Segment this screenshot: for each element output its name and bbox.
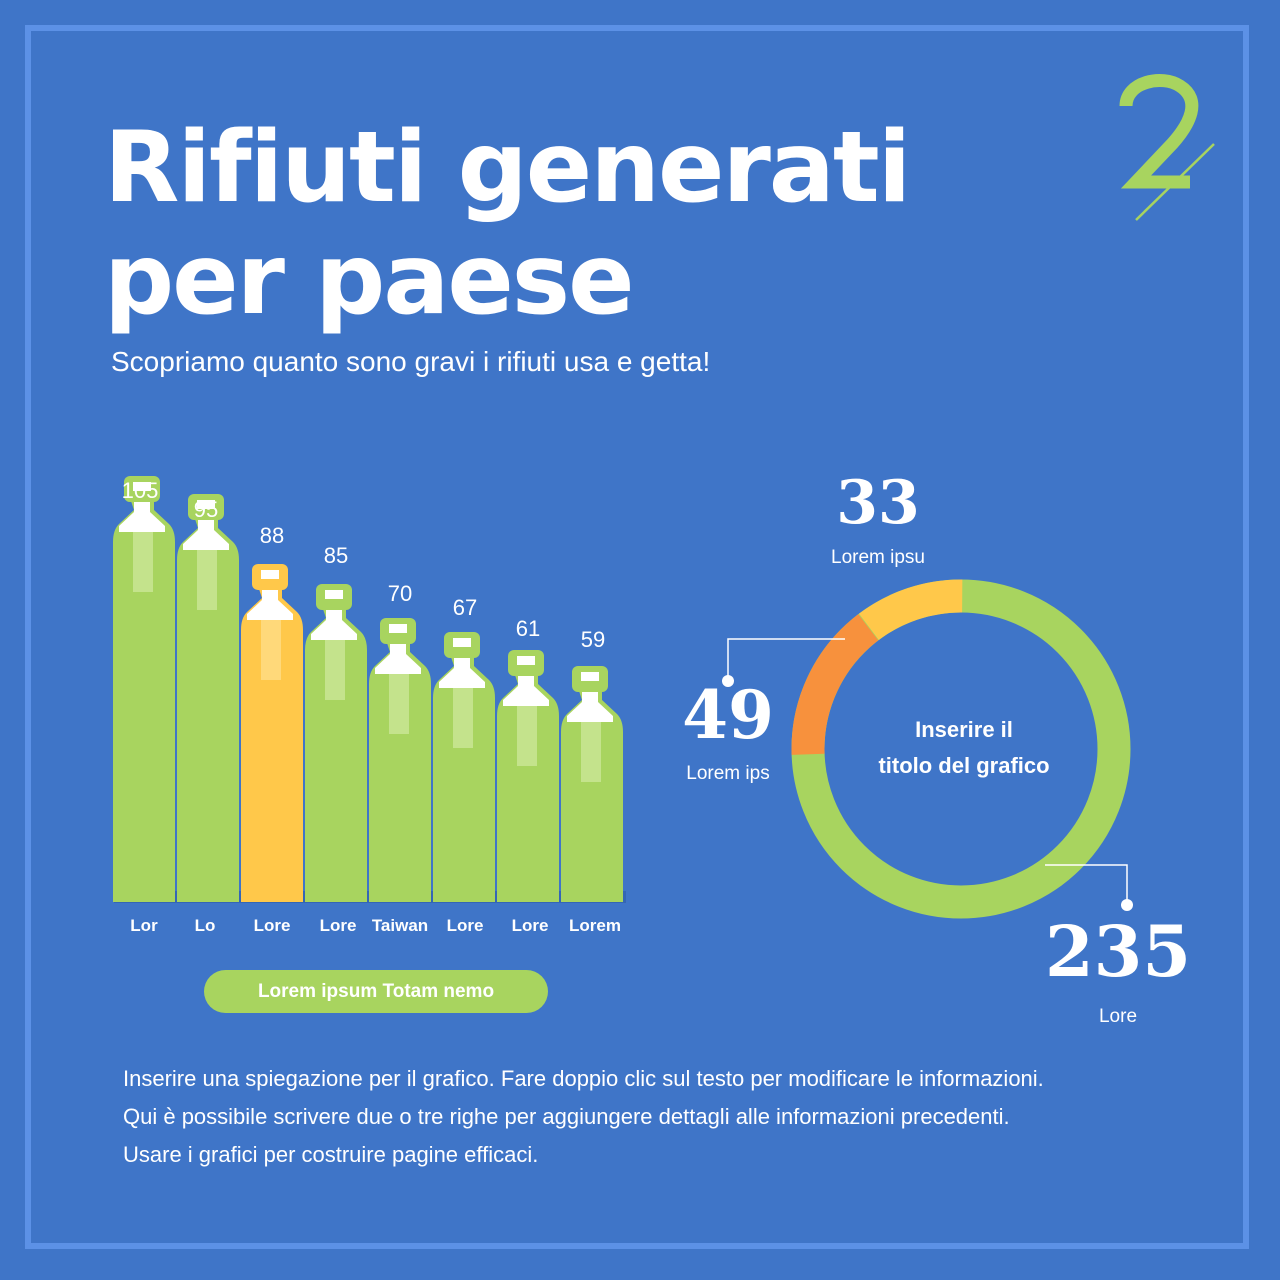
bar-chart-plot xyxy=(113,460,625,902)
donut-label-33: Lorem ipsu xyxy=(831,547,925,568)
donut-title-line-2: titolo del grafico xyxy=(878,753,1050,778)
title-line-1: Rifiuti generati xyxy=(104,111,911,225)
bar-label: Lo xyxy=(194,916,216,935)
bar-value: 85 xyxy=(323,543,349,568)
bar-value: 59 xyxy=(580,627,606,652)
bar-label: Taiwan xyxy=(371,916,429,935)
bar-value: 105 xyxy=(121,478,159,503)
description-line-2: Qui è possibile scrivere due o tre righe… xyxy=(123,1104,1010,1129)
title-line-2: per paese xyxy=(104,223,635,337)
bar-bottle xyxy=(369,618,431,902)
bar-bottle xyxy=(497,650,559,902)
page-subtitle: Scopriamo quanto sono gravi i rifiuti us… xyxy=(111,346,711,377)
bar-value: 61 xyxy=(515,616,541,641)
donut-title-line-1: Inserire il xyxy=(915,717,1013,742)
bar-value: 95 xyxy=(193,497,219,522)
donut-value-235: 235 xyxy=(1044,910,1192,993)
page-frame xyxy=(25,25,1249,1249)
bar-label: Lore xyxy=(253,916,291,935)
bar-label: Lorem xyxy=(569,916,621,935)
description-line-3: Usare i grafici per costruire pagine eff… xyxy=(123,1142,539,1167)
donut-title: Inserire il titolo del grafico xyxy=(850,712,1078,784)
bar-value: 88 xyxy=(259,523,285,548)
bar-label: Lore xyxy=(511,916,549,935)
donut-value-33: 33 xyxy=(836,468,920,538)
page-title: Rifiuti generati per paese xyxy=(104,111,911,337)
bar-label: Lore xyxy=(319,916,357,935)
description-line-1: Inserire una spiegazione per il grafico.… xyxy=(123,1066,1044,1091)
donut-ring xyxy=(791,579,1131,919)
bar-label: Lore xyxy=(446,916,484,935)
chart-description: Inserire una spiegazione per il grafico.… xyxy=(123,1060,1044,1174)
bar-bottle-highlighted xyxy=(241,564,303,902)
bar-bottle xyxy=(113,476,175,902)
legend-pill: Lorem ipsum Totam nemo xyxy=(204,970,548,1013)
bar-value: 70 xyxy=(387,581,413,606)
donut-value-49: 49 xyxy=(682,676,774,754)
bar-label: Lor xyxy=(130,916,158,935)
donut-label-235: Lore xyxy=(1098,1006,1138,1027)
bar-bottle xyxy=(305,584,367,902)
bar-bottle xyxy=(433,632,495,902)
donut-label-49: Lorem ips xyxy=(686,763,770,784)
logo-two-icon xyxy=(1119,74,1215,221)
bar-bottle xyxy=(561,666,623,902)
bar-bottle xyxy=(177,494,239,902)
bar-value: 67 xyxy=(452,595,478,620)
